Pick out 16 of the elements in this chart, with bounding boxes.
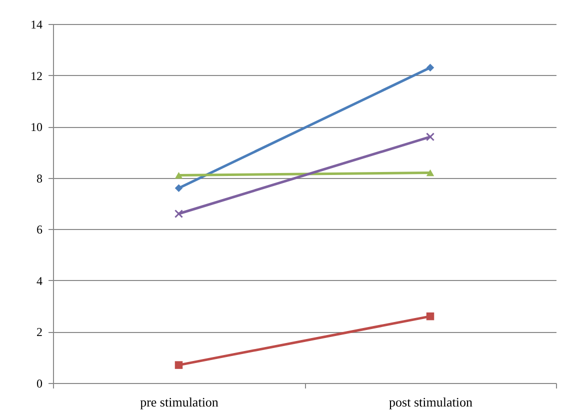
y-tick-label: 0 — [36, 376, 42, 390]
y-tick-label: 12 — [30, 68, 42, 83]
y-tick-label: 10 — [30, 120, 42, 134]
y-tick-label: 2 — [36, 325, 42, 340]
point — [174, 209, 184, 218]
y-tick-label: 6 — [36, 222, 42, 237]
y-tick-label: 14 — [30, 18, 42, 32]
y-tick-label: 8 — [36, 171, 42, 186]
x-tick-label: post stimulation — [389, 394, 473, 410]
point — [174, 361, 183, 369]
point — [426, 64, 434, 72]
x-tick-label: pre stimulation — [140, 394, 219, 410]
point — [426, 132, 435, 142]
y-tick-label: 4 — [36, 274, 42, 288]
point — [174, 184, 183, 192]
point — [426, 312, 434, 320]
